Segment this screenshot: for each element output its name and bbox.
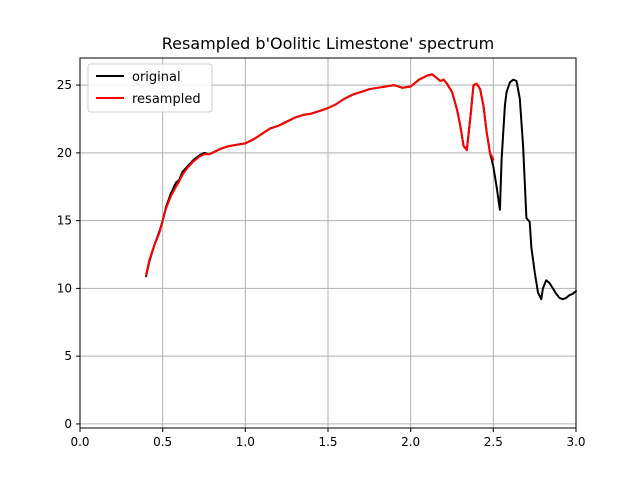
x-tick-label: 2.5	[484, 435, 503, 449]
x-tick-label: 3.0	[566, 435, 585, 449]
x-tick-label: 0.5	[153, 435, 172, 449]
x-tick-label: 1.5	[318, 435, 337, 449]
legend: original resampled	[87, 63, 213, 113]
legend-label-resampled: resampled	[132, 92, 201, 107]
y-tick-label: 10	[57, 281, 72, 295]
x-tick-label: 2.0	[401, 435, 420, 449]
grid-lines	[79, 58, 577, 428]
y-tick-label: 5	[64, 349, 72, 363]
legend-label-original: original	[132, 70, 181, 85]
y-tick-label: 15	[57, 214, 72, 228]
x-tick-label: 0.0	[70, 435, 89, 449]
series-lines	[145, 73, 577, 301]
chart-title: Resampled b'Oolitic Limestone' spectrum	[162, 34, 494, 53]
series-line-resampled	[145, 73, 495, 276]
x-tick-label: 1.0	[236, 435, 255, 449]
y-tick-label: 20	[57, 146, 72, 160]
axis-ticks: 0.0 0.5 1.0 1.5 2.0 2.5 3.0 0 5 10 15 20 25	[57, 78, 586, 449]
y-tick-label: 25	[57, 78, 72, 92]
y-tick-label: 0	[64, 417, 72, 431]
